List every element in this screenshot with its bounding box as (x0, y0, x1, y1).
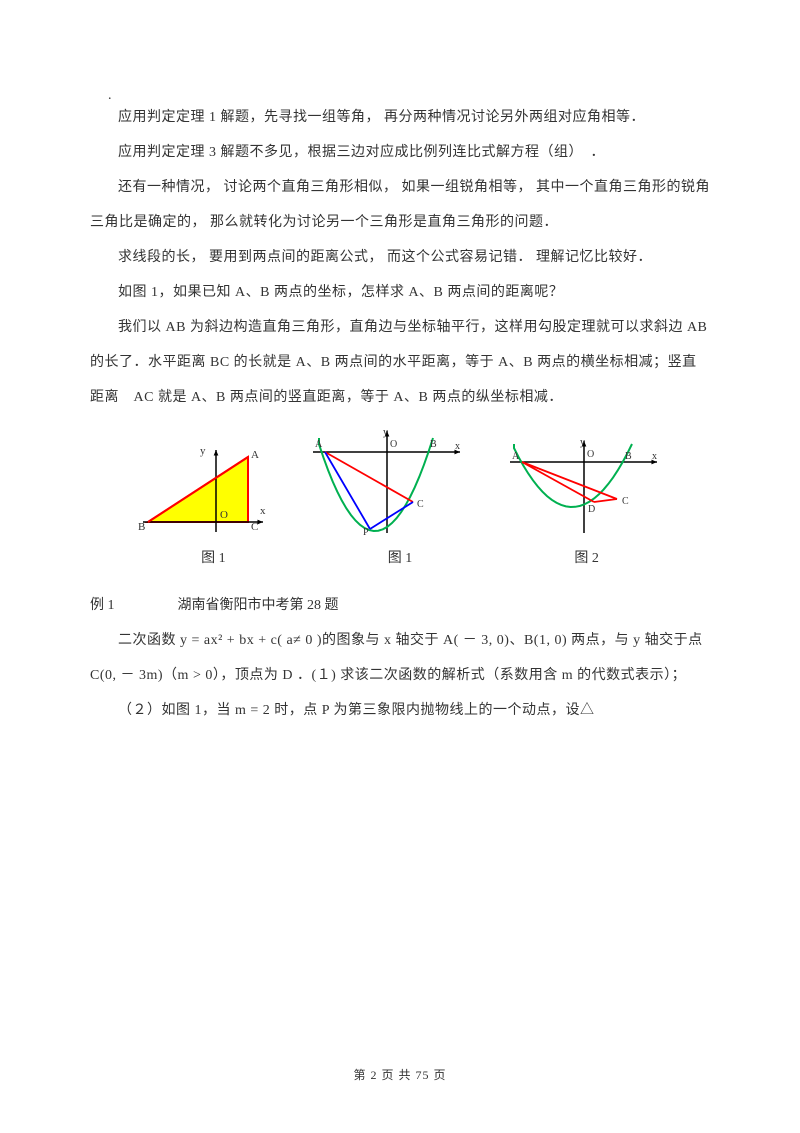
paragraph-3: 还有一种情况， 讨论两个直角三角形相似， 如果一组锐角相等， 其中一个直角三角形… (90, 170, 710, 240)
example-heading: 例 1 湖南省衡阳市中考第 28 题 (90, 588, 710, 623)
paragraph-5: 如图 1，如果已知 A、B 两点的坐标，怎样求 A、B 两点间的距离呢？ (90, 275, 710, 310)
figure-1-triangle: A B C Ox y (138, 442, 268, 537)
svg-text:B: B (625, 451, 632, 462)
figure-label-1: 图 1 (120, 541, 307, 576)
paragraph-9: （２）如图 1，当 m = 2 时，点 P 为第三象限内抛物线上的一个动点，设△ (90, 693, 710, 728)
example-source: 湖南省衡阳市中考第 28 题 (178, 598, 339, 613)
page-corner-dot: . (108, 88, 112, 104)
paragraph-6: 我们以 AB 为斜边构造直角三角形，直角边与坐标轴平行，这样用勾股定理就可以求斜… (90, 310, 710, 415)
figures-row: A B C Ox y A O B C Px y A O B C Dx y (90, 427, 710, 537)
svg-text:y: y (200, 445, 206, 457)
example-number: 例 1 (90, 598, 115, 613)
svg-text:C: C (622, 496, 629, 507)
svg-text:C: C (251, 521, 258, 533)
paragraph-1: 应用判定定理 1 解题，先寻找一组等角， 再分两种情况讨论另外两组对应角相等． (90, 100, 710, 135)
svg-text:x: x (260, 505, 266, 517)
figure-1-parabola: A O B C Px y (305, 427, 465, 537)
figure-label-3: 图 2 (493, 541, 680, 576)
svg-text:O: O (587, 449, 594, 460)
svg-text:B: B (430, 439, 437, 450)
figure-label-2: 图 1 (307, 541, 494, 576)
svg-text:A: A (512, 451, 520, 462)
svg-text:B: B (138, 521, 145, 533)
svg-text:A: A (251, 449, 259, 461)
svg-text:O: O (220, 509, 228, 521)
svg-text:A: A (315, 439, 323, 450)
paragraph-2: 应用判定定理 3 解题不多见，根据三边对应成比例列连比式解方程（组） ． (90, 135, 710, 170)
svg-text:P: P (363, 527, 369, 537)
paragraph-4: 求线段的长， 要用到两点间的距离公式， 而这个公式容易记错． 理解记忆比较好． (90, 240, 710, 275)
svg-text:x: x (652, 451, 657, 462)
paragraph-8: 二次函数 y = ax² + bx + c( a≠ 0 )的图象与 x 轴交于 … (90, 623, 710, 693)
svg-text:C: C (417, 499, 424, 510)
page-footer: 第 2 页 共 75 页 (0, 1066, 800, 1083)
svg-text:y: y (580, 437, 585, 448)
svg-text:y: y (383, 427, 388, 438)
svg-text:O: O (390, 439, 397, 450)
svg-text:x: x (455, 441, 460, 452)
svg-text:D: D (588, 504, 595, 515)
figure-2-parabola: A O B C Dx y (502, 437, 662, 537)
document-content: 应用判定定理 1 解题，先寻找一组等角， 再分两种情况讨论另外两组对应角相等． … (90, 100, 710, 728)
figure-labels-row: 图 1 图 1 图 2 (90, 541, 710, 576)
